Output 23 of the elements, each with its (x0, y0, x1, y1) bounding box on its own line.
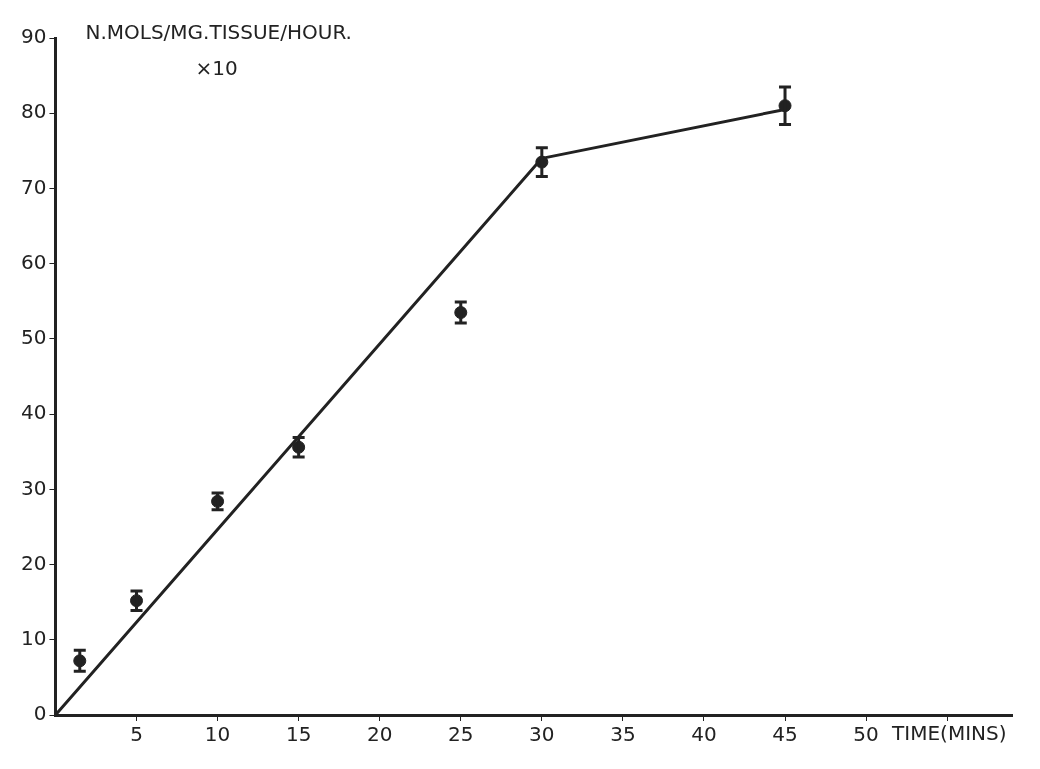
x-tick-label: 10 (204, 722, 231, 747)
x-tick-label: 35 (610, 722, 636, 747)
y-tick-label: 70 (21, 174, 47, 199)
x-tick-label: 45 (772, 722, 798, 747)
x-tick-label: 25 (448, 722, 474, 747)
y-tick-label: 60 (21, 249, 47, 274)
y-tick-label: 40 (21, 400, 47, 425)
y-tick-label: 20 (21, 550, 47, 575)
x-tick-label: 40 (691, 722, 717, 747)
x-tick-label: 30 (529, 722, 555, 747)
y-tick-label: 10 (21, 625, 47, 650)
y-tick-label: 50 (21, 325, 47, 350)
x-tick-label: 5 (130, 722, 143, 747)
annotation: ×10 (195, 56, 238, 81)
y-tick-label: 90 (21, 24, 47, 49)
x-tick-label: 50 (853, 722, 879, 747)
x-tick-label: 15 (285, 722, 312, 747)
x-axis-title: TIME(MINS) (891, 721, 1007, 746)
y-axis-title: N.MOLS/MG.TISSUE/HOUR. (85, 20, 352, 45)
y-tick-label: 80 (21, 99, 47, 124)
y-tick-label: 30 (21, 475, 47, 500)
y-tick-label: 0 (33, 701, 47, 726)
x-tick-label: 20 (366, 722, 393, 747)
